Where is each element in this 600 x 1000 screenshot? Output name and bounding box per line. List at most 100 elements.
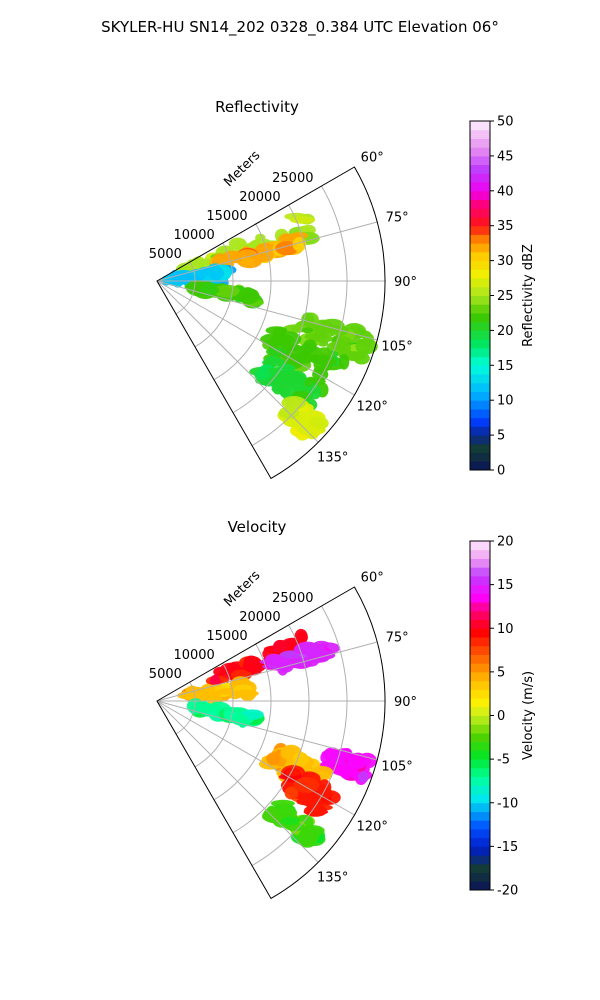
- colorbar-step: [470, 759, 490, 769]
- colorbar-step: [470, 741, 490, 751]
- colorbar-step: [470, 663, 490, 673]
- colorbar-step: [470, 234, 490, 244]
- colorbar-step: [470, 636, 490, 647]
- azimuth-tick-label: 120°: [357, 819, 388, 834]
- colorbar-step: [470, 863, 490, 874]
- colorbar-step: [470, 645, 490, 655]
- colorbar-tick-label: 40: [497, 184, 514, 199]
- echo-patch: [291, 380, 306, 392]
- colorbar-step: [470, 216, 490, 227]
- colorbar-step: [470, 610, 490, 621]
- echo-patch: [237, 249, 258, 260]
- sector-frame: [156, 166, 386, 480]
- echo-patch: [277, 657, 295, 673]
- radial-tick-label: 25000: [272, 171, 313, 186]
- echo-patch: [336, 766, 359, 778]
- colorbar-step: [470, 846, 490, 856]
- colorbar-step: [470, 251, 490, 262]
- echo-patch: [252, 255, 264, 264]
- echo-patch: [306, 802, 325, 817]
- azimuth-spoke: [156, 700, 378, 761]
- colorbar-step: [470, 654, 490, 664]
- colorbar-step: [470, 628, 490, 638]
- echo-patch: [266, 752, 281, 766]
- radial-axis-label: Meters: [221, 148, 263, 190]
- echo-patch: [276, 806, 295, 818]
- azimuth-tick-label: 75°: [386, 631, 409, 646]
- echo-patch: [272, 326, 286, 337]
- echo-patch: [301, 327, 314, 334]
- colorbar-tick-label: 45: [497, 149, 514, 164]
- colorbar-step: [470, 312, 490, 323]
- echo-patch: [217, 688, 236, 695]
- colorbar-step: [470, 426, 490, 436]
- echo-patch: [301, 643, 326, 657]
- colorbar-step: [470, 225, 490, 235]
- colorbar-step: [470, 698, 490, 708]
- colorbar-step: [470, 732, 490, 743]
- colorbar-tick-label: -5: [497, 753, 510, 768]
- echo-layer: [177, 628, 377, 848]
- echo-patch: [301, 312, 315, 327]
- azimuth-spoke: [156, 280, 319, 443]
- colorbar-step: [470, 321, 490, 331]
- colorbar-step: [470, 689, 490, 699]
- figure-title: SKYLER-HU SN14_202 0328_0.384 UTC Elevat…: [101, 18, 499, 37]
- colorbar-step: [470, 452, 490, 462]
- colorbar-step: [470, 794, 490, 804]
- colorbar-step: [470, 820, 490, 830]
- echo-patch: [195, 268, 209, 279]
- colorbar-tick-label: -15: [497, 840, 518, 855]
- colorbar-step: [470, 443, 490, 454]
- colorbar-tick-label: -20: [497, 884, 518, 899]
- colorbar-step: [470, 811, 490, 821]
- echo-patch: [243, 656, 263, 671]
- radial-tick-label: 5000: [149, 667, 182, 682]
- azimuth-tick-label: 135°: [317, 871, 348, 886]
- panel-title: Reflectivity: [215, 98, 299, 116]
- echo-patch: [255, 368, 271, 380]
- range-ring: [251, 185, 348, 446]
- colorbar-step: [470, 391, 490, 401]
- echo-patch: [308, 384, 322, 400]
- colorbar-step: [470, 671, 490, 682]
- echo-patch: [292, 237, 307, 252]
- colorbar-step: [470, 129, 490, 139]
- azimuth-spoke: [156, 641, 378, 702]
- azimuth-tick-label: 90°: [394, 695, 417, 710]
- echo-patch: [240, 256, 255, 266]
- colorbar-tick-label: 5: [497, 429, 505, 444]
- echo-patch: [358, 771, 369, 783]
- colorbar-step: [470, 541, 490, 551]
- colorbar-step: [470, 724, 490, 734]
- colorbar-step: [470, 374, 490, 384]
- colorbar-step: [470, 199, 490, 209]
- echo-patch: [208, 266, 224, 281]
- echo-patch: [270, 799, 295, 808]
- radial-tick-label: 20000: [239, 610, 280, 625]
- echo-patch: [200, 282, 218, 297]
- azimuth-tick-label: 60°: [361, 151, 384, 166]
- colorbar-tick-label: 30: [497, 254, 514, 269]
- reflectivity-panel: Reflectivity 5000 10000 15000 20000 25000 Mete…: [149, 98, 536, 480]
- colorbar-step: [470, 837, 490, 847]
- azimuth-spoke: [156, 221, 378, 282]
- colorbar-tick-label: 25: [497, 289, 514, 304]
- colorbar-step: [470, 785, 490, 795]
- colorbar-step: [470, 776, 490, 786]
- colorbar-step: [470, 549, 490, 559]
- azimuth-tick-label: 105°: [381, 339, 412, 354]
- colorbar-step: [470, 872, 490, 882]
- colorbar-step: [470, 680, 490, 690]
- radial-tick-label: 10000: [173, 648, 214, 663]
- colorbar-step: [470, 881, 490, 891]
- colorbar-tick-label: 15: [497, 359, 514, 374]
- colorbar-step: [470, 802, 490, 812]
- colorbar-step: [470, 356, 490, 366]
- colorbar-step: [470, 304, 490, 314]
- colorbar-step: [470, 417, 490, 427]
- colorbar-step: [470, 339, 490, 349]
- radial-axis-label: Meters: [221, 568, 263, 610]
- echo-patch: [320, 749, 342, 766]
